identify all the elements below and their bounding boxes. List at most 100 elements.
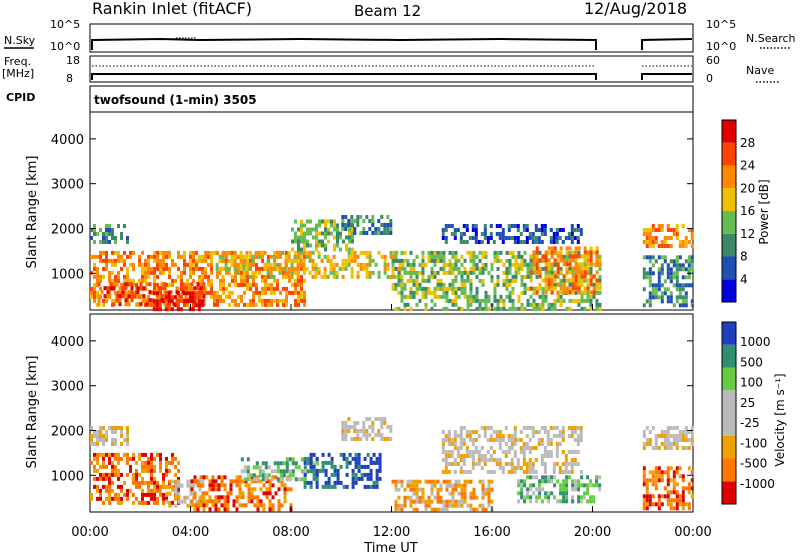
echo-cell (156, 500, 159, 505)
echo-cell (339, 231, 342, 236)
echo-cell (324, 247, 327, 252)
echo-cell (233, 258, 237, 263)
echo-cell (484, 507, 488, 512)
echo-cell (583, 286, 587, 291)
echo-cell (678, 502, 682, 507)
echo-cell (300, 298, 303, 303)
echo-cell (454, 286, 458, 291)
echo-cell (553, 278, 557, 283)
echo-cell (448, 479, 452, 484)
echo-cell (657, 244, 661, 248)
echo-cell (478, 503, 482, 508)
echo-cell (294, 298, 297, 303)
echo-cell (522, 426, 526, 430)
echo-cell (317, 254, 321, 259)
echo-cell (234, 298, 237, 303)
echo-cell (556, 254, 560, 259)
echo-cell (525, 462, 529, 466)
echo-cell (168, 468, 171, 473)
echo-cell (153, 274, 156, 279)
echo-cell (108, 492, 111, 497)
echo-cell (348, 227, 351, 232)
echo-cell (546, 434, 550, 438)
echo-cell (409, 294, 413, 299)
echo-cell (114, 468, 117, 473)
echo-cell (246, 465, 250, 470)
echo-cell (547, 250, 551, 255)
echo-cell (115, 298, 119, 303)
echo-cell (666, 430, 670, 434)
echo-cell (657, 474, 661, 479)
echo-cell (522, 470, 526, 474)
echo-cell (648, 478, 652, 483)
echo-cell (315, 231, 318, 236)
echo-cell (108, 232, 111, 236)
echo-cell (164, 291, 168, 296)
echo-cell (250, 479, 254, 484)
echo-cell (589, 250, 593, 255)
echo-cell (522, 442, 526, 446)
echo-cell (513, 240, 517, 244)
echo-cell (297, 247, 300, 252)
echo-cell (471, 224, 475, 228)
echo-cell (538, 487, 542, 492)
echo-cell (321, 219, 324, 224)
echo-cell (541, 278, 545, 283)
echo-cell (225, 258, 228, 263)
echo-cell (453, 442, 457, 446)
echo-cell (332, 262, 336, 267)
echo-cell (523, 495, 527, 500)
echo-cell (493, 290, 497, 295)
echo-cell (278, 250, 282, 255)
echo-cell (529, 286, 533, 291)
echo-cell (232, 503, 236, 508)
echo-cell (344, 266, 348, 271)
echo-cell (669, 236, 673, 240)
echo-cell (285, 298, 288, 303)
echo-cell (93, 224, 96, 228)
echo-cell (285, 465, 289, 470)
echo-cell (400, 266, 404, 271)
echo-cell (459, 438, 463, 442)
echo-cell (168, 503, 172, 508)
echo-cell (672, 478, 676, 483)
echo-cell (105, 464, 108, 469)
echo-cell (586, 278, 590, 283)
echo-cell (239, 254, 243, 259)
echo-cell (660, 299, 664, 304)
echo-cell (285, 302, 288, 307)
echo-cell (595, 479, 599, 484)
echo-cell (474, 430, 478, 434)
echo-cell (669, 271, 673, 276)
echo-cell (570, 236, 574, 240)
echo-cell (678, 303, 682, 308)
echo-cell (595, 306, 599, 311)
echo-cell (132, 472, 135, 477)
echo-cell (257, 250, 261, 255)
echo-cell (239, 258, 243, 263)
echo-cell (126, 492, 129, 497)
echo-cell (508, 258, 512, 263)
echo-cell (577, 270, 581, 275)
echo-cell (451, 483, 455, 488)
y-tick-label: 3000 (51, 178, 84, 193)
echo-cell (389, 231, 393, 235)
echo-cell (409, 278, 413, 283)
echo-cell (192, 483, 196, 488)
x-tick-label: 16:00 (473, 525, 510, 540)
echo-cell (315, 484, 319, 489)
echo-cell (345, 456, 349, 461)
echo-cell (406, 495, 410, 500)
echo-cell (561, 450, 565, 454)
echo-cell (106, 294, 110, 299)
echo-cell (336, 223, 339, 228)
echo-cell (568, 262, 572, 267)
echo-cell (556, 274, 560, 279)
echo-cell (123, 274, 126, 279)
echo-cell (666, 224, 670, 228)
echo-cell (223, 475, 227, 480)
echo-cell (252, 473, 256, 478)
echo-cell (448, 286, 452, 291)
echo-cell (297, 235, 300, 240)
echo-cell (401, 262, 405, 267)
